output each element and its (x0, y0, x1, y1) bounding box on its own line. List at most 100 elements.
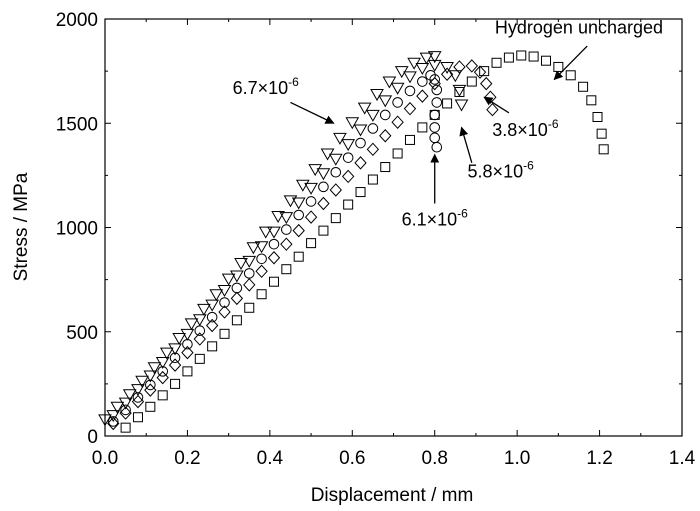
x-tick-label: 1.0 (504, 448, 530, 469)
x-axis-label: Displacement / mm (311, 485, 474, 506)
x-tick-label: 0.0 (92, 448, 118, 469)
x-tick-label: 1.2 (586, 448, 612, 469)
annotation-base: 3.8×10 (492, 120, 548, 140)
data-point-h5.8 (192, 314, 207, 327)
data-point-h6.1 (268, 238, 280, 250)
data-point-h5.8 (454, 99, 469, 112)
data-point-uncharged (491, 57, 502, 68)
annotation-label-h6.7: 6.7×10-6 (233, 75, 300, 98)
data-point-uncharged (281, 264, 292, 275)
data-point-h5.8 (328, 153, 343, 166)
data-point-h3.8 (440, 67, 454, 81)
data-point-uncharged (318, 225, 329, 236)
data-point-h6.1 (330, 166, 342, 178)
data-point-h6.1 (425, 69, 436, 81)
data-point-uncharged (182, 366, 193, 377)
data-point-h6.1 (429, 109, 441, 121)
data-point-h6.7 (184, 318, 199, 331)
data-point-uncharged (503, 52, 514, 63)
data-point-h3.8 (341, 169, 355, 184)
data-point-h6.1 (429, 132, 441, 144)
data-point-h6.1 (293, 209, 305, 221)
annotation-label-h3.8: 3.8×10-6 (492, 117, 559, 140)
data-point-h3.8 (354, 156, 367, 170)
data-point-h6.7 (427, 51, 442, 64)
data-point-h6.1 (392, 97, 403, 108)
data-point-uncharged (528, 51, 539, 62)
data-point-uncharged (256, 289, 267, 300)
data-point-h6.1 (132, 392, 144, 403)
annotation-base: Hydrogen uncharged (495, 18, 663, 38)
annotation-base: 6.1×10 (402, 209, 458, 229)
data-point-h6.1 (169, 352, 181, 364)
data-point-h6.7 (333, 132, 347, 145)
data-point-h5.8 (205, 299, 220, 312)
data-point-h5.8 (267, 226, 281, 239)
data-point-h6.1 (182, 338, 193, 350)
data-point-uncharged (132, 412, 143, 423)
data-point-h6.7 (197, 303, 211, 316)
y-tick-label: 1500 (56, 114, 98, 135)
data-point-uncharged (170, 378, 181, 389)
annotation-label-h6.1: 6.1×10-6 (402, 206, 469, 229)
y-tick-label: 1000 (56, 219, 98, 240)
data-point-h3.8 (119, 406, 132, 420)
data-point-uncharged (592, 111, 603, 122)
annotation-label-h5.8: 5.8×10-6 (468, 158, 535, 181)
data-point-h6.1 (157, 366, 168, 377)
x-tick-label: 0.2 (174, 448, 200, 469)
data-point-h6.1 (431, 141, 443, 153)
data-point-uncharged (540, 55, 551, 66)
data-point-h5.8 (390, 82, 405, 95)
data-point-uncharged (466, 76, 477, 87)
x-tick-label: 1.4 (669, 448, 696, 469)
data-point-h6.1 (120, 404, 131, 416)
data-point-uncharged (194, 353, 205, 364)
data-point-h6.1 (256, 253, 267, 265)
data-point-h3.8 (403, 101, 417, 116)
y-tick-label: 2000 (56, 10, 98, 31)
data-point-h5.8 (452, 84, 467, 97)
data-point-h6.1 (367, 123, 379, 134)
data-point-uncharged (231, 315, 242, 326)
data-point-h3.8 (243, 278, 256, 292)
data-point-h6.7 (357, 102, 372, 115)
data-point-h3.8 (230, 291, 244, 306)
data-point-h6.7 (394, 66, 409, 79)
data-point-h3.8 (168, 358, 182, 372)
annotation-arrow-h3.8 (483, 96, 510, 114)
annotation-exponent: -6 (523, 158, 534, 172)
data-point-h3.8 (391, 115, 404, 129)
data-point-uncharged (367, 174, 378, 185)
data-point-h6.7 (382, 76, 397, 89)
data-point-h5.8 (291, 197, 306, 210)
data-point-h6.7 (258, 226, 273, 239)
data-point-h3.8 (205, 318, 219, 333)
data-point-h6.7 (221, 273, 236, 286)
data-point-h6.1 (318, 181, 329, 193)
data-point-h6.1 (219, 297, 230, 308)
data-point-uncharged (586, 95, 597, 106)
data-point-uncharged (207, 341, 218, 352)
data-point-h3.8 (379, 129, 392, 143)
data-point-h3.8 (218, 305, 231, 319)
data-point-uncharged (565, 70, 576, 81)
data-point-h6.7 (172, 333, 187, 346)
data-point-h6.1 (194, 325, 206, 337)
data-point-h3.8 (292, 223, 305, 238)
data-point-h3.8 (304, 210, 318, 224)
data-point-h6.7 (147, 362, 162, 375)
data-point-h5.8 (403, 71, 417, 84)
data-point-h3.8 (416, 89, 429, 103)
data-point-uncharged (598, 144, 609, 155)
data-point-uncharged (553, 61, 564, 72)
annotation-exponent: -6 (288, 75, 299, 89)
data-point-h3.8 (473, 65, 487, 79)
data-point-h6.1 (231, 282, 243, 294)
data-point-uncharged (145, 401, 156, 412)
data-point-h6.7 (419, 52, 434, 65)
data-point-h3.8 (366, 142, 380, 157)
data-point-h3.8 (480, 76, 493, 91)
data-point-h3.8 (181, 345, 194, 360)
